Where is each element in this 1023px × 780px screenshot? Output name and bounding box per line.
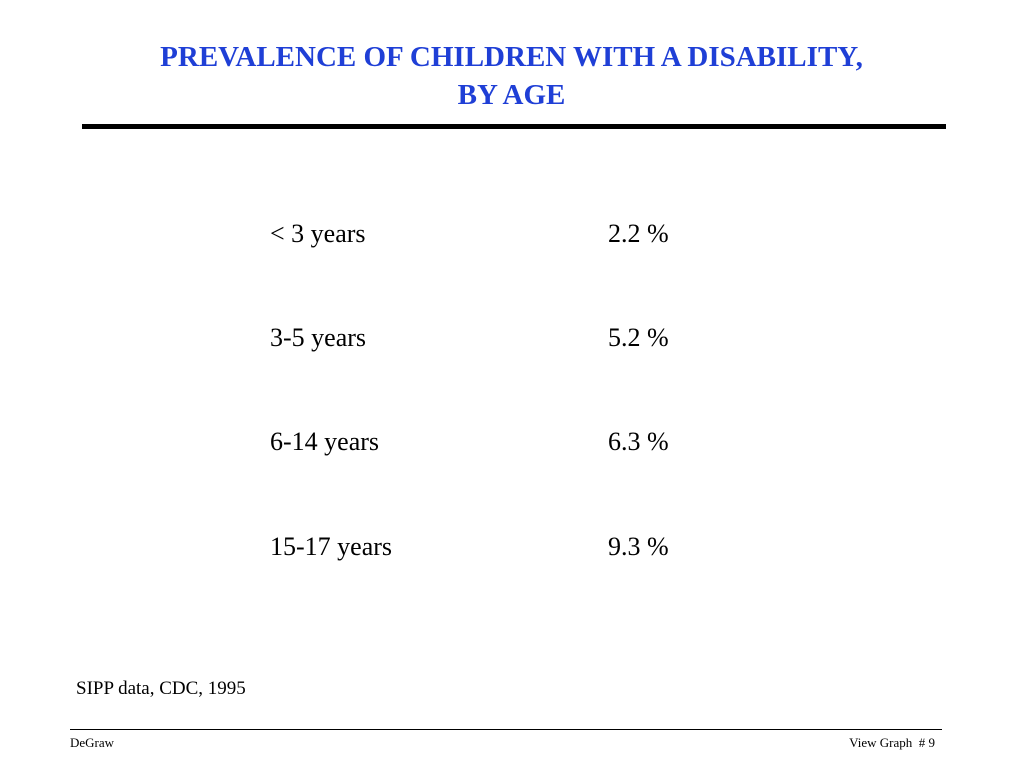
slide-title-line-1: PREVALENCE OF CHILDREN WITH A DISABILITY… — [160, 41, 863, 73]
prevalence-value: 6.3 % — [608, 427, 669, 456]
age-group-label: 15-17 years — [270, 532, 393, 561]
slide-title: PREVALENCE OF CHILDREN WITH A DISABILITY… — [0, 38, 1023, 114]
footer-page-label: View Graph # 9 — [849, 735, 935, 750]
footer-author: DeGraw — [70, 735, 115, 750]
age-group-label: < 3 years — [270, 219, 366, 248]
source-citation: SIPP data, CDC, 1995 — [76, 678, 246, 699]
title-divider — [82, 124, 946, 129]
age-group-label: 3-5 years — [270, 323, 367, 352]
table-row: < 3 years 2.2 % — [270, 214, 770, 254]
prevalence-value: 2.2 % — [608, 219, 669, 248]
table-row: 6-14 years 6.3 % — [270, 422, 770, 462]
table-row: 3-5 years 5.2 % — [270, 318, 770, 358]
prevalence-value: 9.3 % — [608, 532, 669, 561]
prevalence-value: 5.2 % — [608, 323, 669, 352]
age-group-label: 6-14 years — [270, 427, 380, 456]
slide-title-line-2: BY AGE — [457, 79, 566, 111]
table-row: 15-17 years 9.3 % — [270, 527, 770, 567]
footer-divider — [70, 729, 942, 730]
